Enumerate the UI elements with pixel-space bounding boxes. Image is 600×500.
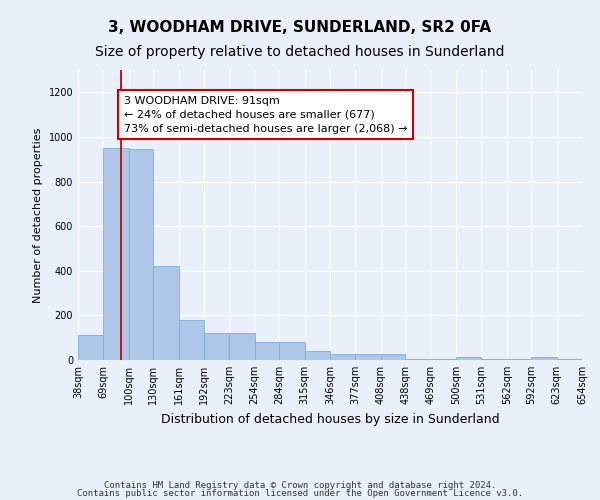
- Bar: [431, 359, 456, 360]
- Bar: [103, 148, 129, 360]
- Bar: [531, 356, 557, 360]
- Bar: [481, 359, 507, 360]
- Bar: [557, 359, 582, 360]
- Bar: [305, 351, 330, 360]
- Bar: [279, 342, 305, 360]
- Bar: [405, 359, 431, 360]
- Bar: [204, 333, 229, 360]
- Bar: [229, 333, 255, 360]
- Bar: [381, 354, 405, 360]
- Bar: [507, 359, 531, 360]
- Bar: [78, 336, 103, 360]
- Bar: [456, 356, 481, 360]
- Bar: [255, 342, 279, 360]
- Text: Contains public sector information licensed under the Open Government Licence v3: Contains public sector information licen…: [77, 489, 523, 498]
- Bar: [153, 266, 179, 360]
- Bar: [330, 354, 355, 360]
- Bar: [355, 354, 381, 360]
- Bar: [179, 320, 204, 360]
- Bar: [129, 149, 153, 360]
- X-axis label: Distribution of detached houses by size in Sunderland: Distribution of detached houses by size …: [161, 412, 499, 426]
- Text: 3, WOODHAM DRIVE, SUNDERLAND, SR2 0FA: 3, WOODHAM DRIVE, SUNDERLAND, SR2 0FA: [109, 20, 491, 35]
- Text: 3 WOODHAM DRIVE: 91sqm
← 24% of detached houses are smaller (677)
73% of semi-de: 3 WOODHAM DRIVE: 91sqm ← 24% of detached…: [124, 96, 407, 134]
- Text: Contains HM Land Registry data © Crown copyright and database right 2024.: Contains HM Land Registry data © Crown c…: [104, 480, 496, 490]
- Text: Size of property relative to detached houses in Sunderland: Size of property relative to detached ho…: [95, 45, 505, 59]
- Y-axis label: Number of detached properties: Number of detached properties: [33, 128, 43, 302]
